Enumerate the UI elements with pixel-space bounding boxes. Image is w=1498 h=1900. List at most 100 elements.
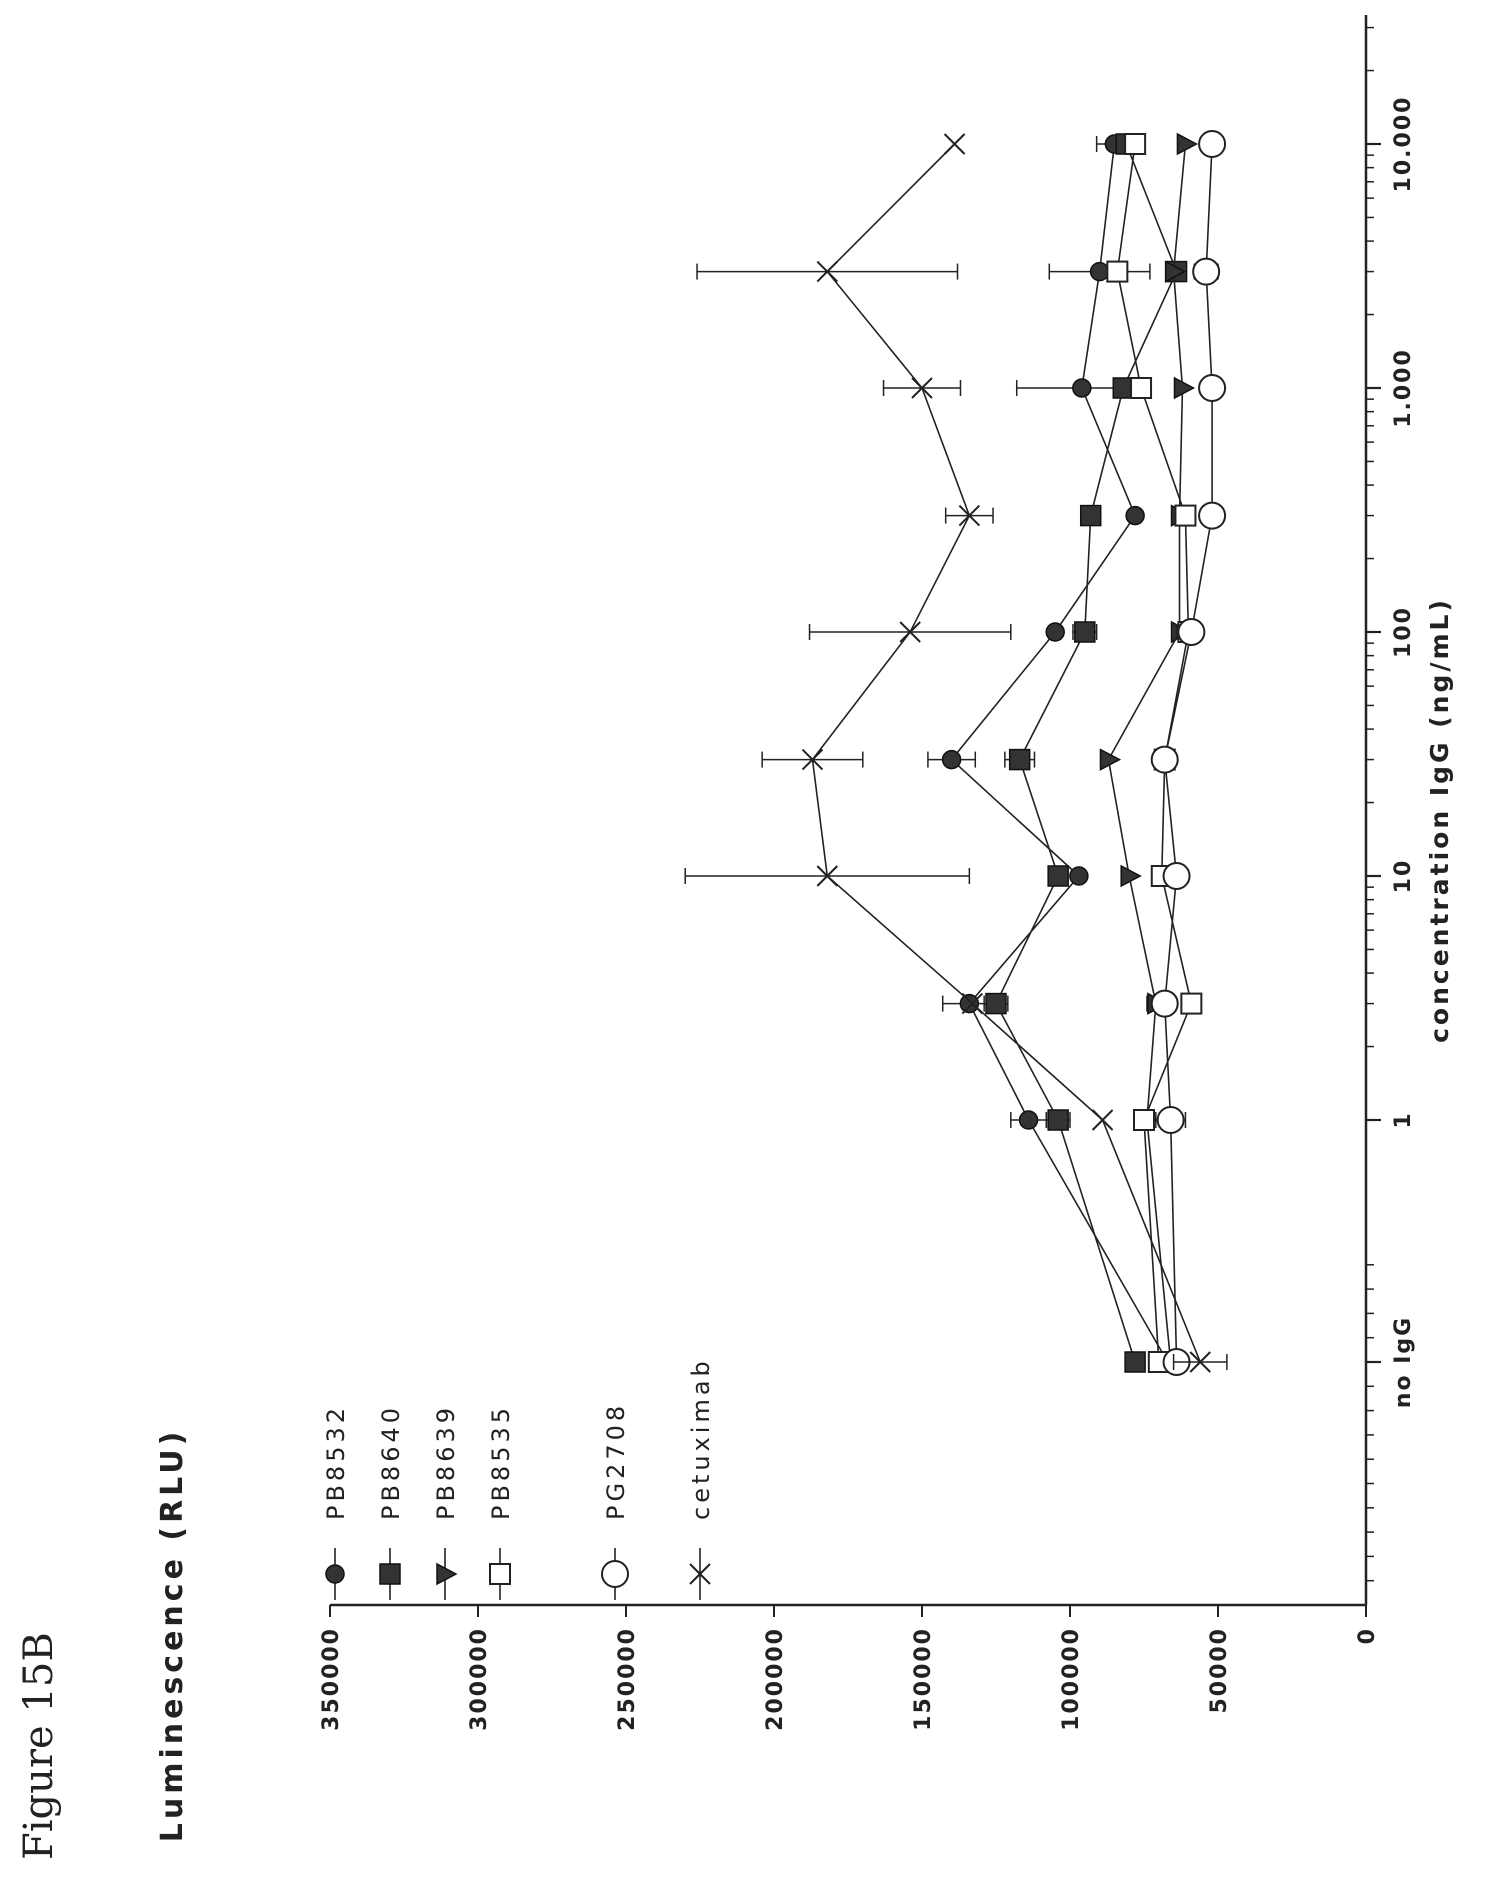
series-line <box>1107 143 1187 1363</box>
x-marker-stroke <box>689 1563 711 1585</box>
legend-item-PB8640: PB8640 <box>377 1404 405 1600</box>
data-point <box>1124 1351 1146 1373</box>
data-point <box>941 749 962 770</box>
x-marker-stroke <box>943 133 966 155</box>
data-point <box>1099 748 1122 771</box>
data-point <box>1106 260 1129 283</box>
x-marker-stroke <box>911 377 933 399</box>
data-point <box>985 992 1007 1015</box>
data-point <box>1047 1109 1069 1131</box>
data-point <box>1192 257 1221 286</box>
data-point <box>1089 261 1110 282</box>
data-point <box>899 621 921 643</box>
data-point <box>1018 1110 1039 1130</box>
legend: PB8532 PB8640 PB8639 PB8535 PG2708 cetuximab <box>322 1357 715 1600</box>
concentration-tick-label: 10.000 <box>1391 96 1416 193</box>
data-point <box>1198 374 1227 402</box>
data-point <box>1120 864 1142 888</box>
value-tick-label: 250000 <box>615 1627 640 1731</box>
legend-label: PB8639 <box>432 1404 460 1520</box>
series-layer <box>684 130 1228 1376</box>
concentration-tick-label: no IgG <box>1391 1316 1416 1408</box>
concentration-tick-label: 1.000 <box>1391 348 1416 428</box>
value-tick-label: 50000 <box>1207 1627 1232 1714</box>
data-point <box>959 993 980 1014</box>
y-axis-title: Luminescence (RLU) <box>155 1428 190 1843</box>
data-point <box>1047 865 1069 887</box>
data-point <box>1150 989 1179 1018</box>
legend-label: PG2708 <box>602 1402 630 1520</box>
legend-marker <box>601 1560 629 1588</box>
concentration-tick-label: 10 <box>1391 859 1416 894</box>
data-point <box>958 504 981 527</box>
value-tick-label: 0 <box>1355 1627 1380 1644</box>
legend-item-PB8535: PB8535 <box>487 1404 515 1600</box>
x-marker-stroke <box>961 992 984 1015</box>
series-cetuximab <box>684 133 1228 1373</box>
x-marker-stroke <box>899 621 921 643</box>
data-point <box>1164 260 1187 283</box>
data-point <box>1079 504 1102 527</box>
legend-label: PB8532 <box>322 1404 350 1520</box>
legend-label: PB8640 <box>377 1404 405 1520</box>
data-point <box>1162 862 1191 890</box>
data-point <box>816 260 838 283</box>
series-PG2708 <box>1150 130 1227 1376</box>
data-point <box>1133 1109 1155 1131</box>
data-point <box>1173 376 1196 400</box>
data-point <box>1156 1106 1185 1134</box>
legend-marker <box>689 1563 711 1585</box>
series-PB8532 <box>927 134 1178 1372</box>
x-marker-stroke <box>1189 1351 1211 1373</box>
data-point <box>1189 1351 1211 1373</box>
concentration-tick-label: 100 <box>1391 606 1416 658</box>
data-point <box>1198 501 1227 530</box>
x-marker-stroke <box>958 504 981 527</box>
data-point <box>943 133 966 155</box>
legend-label: cetuximab <box>687 1357 715 1520</box>
legend-marker <box>325 1564 345 1584</box>
figure-label: Figure 15B <box>16 1632 62 1860</box>
series-line <box>950 143 1169 1363</box>
concentration-tick-label: 1 <box>1391 1111 1416 1128</box>
legend-item-cetuximab: cetuximab <box>687 1357 715 1600</box>
value-tick-label: 300000 <box>467 1627 492 1731</box>
x-marker-stroke <box>1091 1109 1114 1131</box>
data-point <box>1074 621 1096 643</box>
legend-item-PG2708: PG2708 <box>601 1402 630 1600</box>
data-point <box>1125 505 1145 526</box>
data-point <box>911 377 933 399</box>
legend-marker <box>379 1563 401 1585</box>
series-line <box>1163 143 1213 1363</box>
data-point <box>816 865 838 887</box>
data-point <box>1124 133 1147 155</box>
data-point <box>1198 130 1227 158</box>
data-point <box>1176 132 1199 156</box>
legend-item-PB8639: PB8639 <box>432 1404 460 1600</box>
legend-label: PB8535 <box>487 1404 515 1520</box>
legend-marker <box>436 1562 458 1586</box>
data-point <box>801 748 824 771</box>
x-marker-stroke <box>816 865 838 887</box>
series-line <box>811 143 1201 1363</box>
data-point <box>1130 377 1153 399</box>
data-point <box>1072 378 1092 398</box>
series-line <box>995 143 1178 1363</box>
x-axis-title: concentration IgG (ng/mL) <box>1425 597 1454 1043</box>
data-point <box>1177 618 1206 646</box>
data-point <box>1180 992 1203 1015</box>
data-point <box>961 992 984 1015</box>
data-point <box>1091 1109 1114 1131</box>
data-point <box>1150 745 1179 774</box>
axes: 0 50000 100000 150000 200000 250000 300000 3500… <box>319 15 1416 1731</box>
x-marker-stroke <box>816 260 838 283</box>
data-point <box>1045 622 1065 642</box>
x-marker-stroke <box>801 748 824 771</box>
legend-item-PB8532: PB8532 <box>322 1404 350 1600</box>
data-point <box>1174 504 1197 527</box>
legend-marker <box>489 1563 511 1585</box>
value-tick-label: 350000 <box>319 1627 344 1731</box>
data-point <box>1008 748 1031 771</box>
